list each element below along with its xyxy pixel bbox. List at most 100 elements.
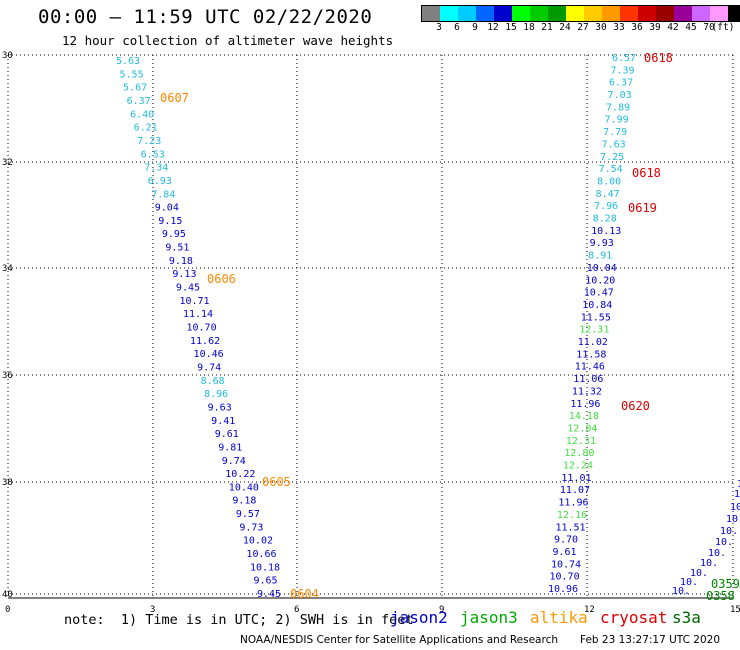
swh-value: 10.20 xyxy=(585,275,615,286)
swh-value: 10. xyxy=(708,548,726,559)
page-subtitle: 12 hour collection of altimeter wave hei… xyxy=(62,33,394,48)
color-swatch xyxy=(422,6,440,21)
color-scale-bar xyxy=(421,5,740,22)
swh-value: 11.02 xyxy=(578,337,608,348)
swh-value: 5.63 xyxy=(116,56,140,67)
swh-value: 9.45 xyxy=(257,589,281,600)
swh-value: 12.24 xyxy=(563,461,593,472)
swh-value: 10. xyxy=(672,586,690,597)
pass-time-label: 0618 xyxy=(632,166,661,180)
color-scale-label: 39 xyxy=(649,22,661,33)
pass-time-label: 0619 xyxy=(628,201,657,215)
swh-value: 10.96 xyxy=(548,584,578,595)
legend-s3a: s3a xyxy=(672,608,701,627)
color-scale-label: 42 xyxy=(667,22,679,33)
swh-value: 8.91 xyxy=(588,251,612,262)
swh-value: 11.62 xyxy=(190,336,220,347)
swh-value: 9.13 xyxy=(172,269,196,280)
swh-value: 9.93 xyxy=(590,238,614,249)
lat-label: 36 xyxy=(2,371,13,381)
swh-value: 10.47 xyxy=(584,288,614,299)
swh-value: 9.18 xyxy=(232,496,256,507)
legend-altika: altika xyxy=(530,608,588,627)
swh-value: 10. xyxy=(726,514,740,525)
swh-value: 11.55 xyxy=(581,312,611,323)
swh-value: 10. xyxy=(700,558,718,569)
swh-value: 9.45 xyxy=(176,283,200,294)
color-swatch xyxy=(674,6,692,21)
swh-value: 7.25 xyxy=(600,152,624,163)
swh-value: 10. xyxy=(720,526,738,537)
pass-time-label: 0606 xyxy=(207,272,236,286)
swh-value: 11.51 xyxy=(555,522,585,533)
legend-jason2: jason2 xyxy=(390,608,448,627)
swh-value: 9.95 xyxy=(162,229,186,240)
lat-label: 38 xyxy=(2,478,13,488)
color-swatch xyxy=(602,6,620,21)
color-swatch xyxy=(440,6,458,21)
color-scale-labels: 3 6 9 12 15 18 21 24 27 30 33 36 39 42 45 70 (ft) xyxy=(421,22,740,34)
swh-value: 10.74 xyxy=(551,559,581,570)
color-scale-label: 24 xyxy=(559,22,571,33)
swh-value: 10. xyxy=(680,577,698,588)
swh-value: 9.51 xyxy=(165,243,189,254)
pass-time-label: 0607 xyxy=(160,91,189,105)
swh-value: 11.96 xyxy=(558,498,588,509)
swh-value: 7.89 xyxy=(606,102,630,113)
swh-value: 9.81 xyxy=(218,442,242,453)
color-swatch xyxy=(620,6,638,21)
color-swatch xyxy=(710,6,728,21)
swh-value: 11.07 xyxy=(560,485,590,496)
color-swatch xyxy=(548,6,566,21)
swh-value: 12.16 xyxy=(557,510,587,521)
footer-note: note: 1) Time is in UTC; 2) SWH is in fe… xyxy=(64,612,414,628)
swh-value: 7.03 xyxy=(608,90,632,101)
color-scale-label: 21 xyxy=(541,22,553,33)
color-scale-label: 3 xyxy=(436,22,442,33)
pass-time-label: 0604 xyxy=(290,587,319,601)
color-scale-label: 45 xyxy=(685,22,697,33)
color-swatch xyxy=(566,6,584,21)
lon-label: 3 xyxy=(150,605,155,615)
swh-value: 9.73 xyxy=(239,522,263,533)
swh-value: 10. xyxy=(715,537,733,548)
color-swatch xyxy=(512,6,530,21)
swh-value: 11.32 xyxy=(572,386,602,397)
lon-label: 0 xyxy=(5,605,10,615)
swh-value: 10. xyxy=(734,489,740,500)
color-scale-label: 70 xyxy=(703,22,715,33)
swh-value: 10.04 xyxy=(587,263,617,274)
swh-value: 7.99 xyxy=(605,115,629,126)
swh-value: 7.54 xyxy=(599,164,623,175)
swh-value: 9.15 xyxy=(158,216,182,227)
swh-value: 6.37 xyxy=(609,78,633,89)
color-swatch xyxy=(584,6,602,21)
swh-value: 6.37 xyxy=(127,96,151,107)
swh-value: 6.53 xyxy=(141,149,165,160)
swh-value: 9.74 xyxy=(197,362,221,373)
swh-value: 10.13 xyxy=(591,226,621,237)
swh-value: 7.79 xyxy=(603,127,627,138)
color-scale-label: 6 xyxy=(454,22,460,33)
swh-value: 8.96 xyxy=(204,389,228,400)
color-swatch xyxy=(638,6,656,21)
color-swatch xyxy=(530,6,548,21)
legend-cryosat: cryosat xyxy=(600,608,668,627)
swh-value: 10.70 xyxy=(187,323,217,334)
swh-value: 10.84 xyxy=(582,300,612,311)
swh-value: 10.22 xyxy=(225,469,255,480)
color-scale-label: 33 xyxy=(613,22,625,33)
color-scale-label: 12 xyxy=(487,22,499,33)
lat-label: 34 xyxy=(2,264,13,274)
swh-value: 12.31 xyxy=(566,436,596,447)
swh-value: 12.04 xyxy=(567,423,597,434)
generated-timestamp: Feb 23 13:27:17 UTC 2020 xyxy=(580,634,720,646)
color-scale-label: 15 xyxy=(505,22,517,33)
color-swatch xyxy=(656,6,674,21)
credit-line: NOAA/NESDIS Center for Satellite Applica… xyxy=(240,634,558,646)
swh-value: 11.46 xyxy=(575,362,605,373)
swh-value: 10.71 xyxy=(179,296,209,307)
swh-value: 8.68 xyxy=(201,376,225,387)
swh-value: 8.00 xyxy=(597,176,621,187)
